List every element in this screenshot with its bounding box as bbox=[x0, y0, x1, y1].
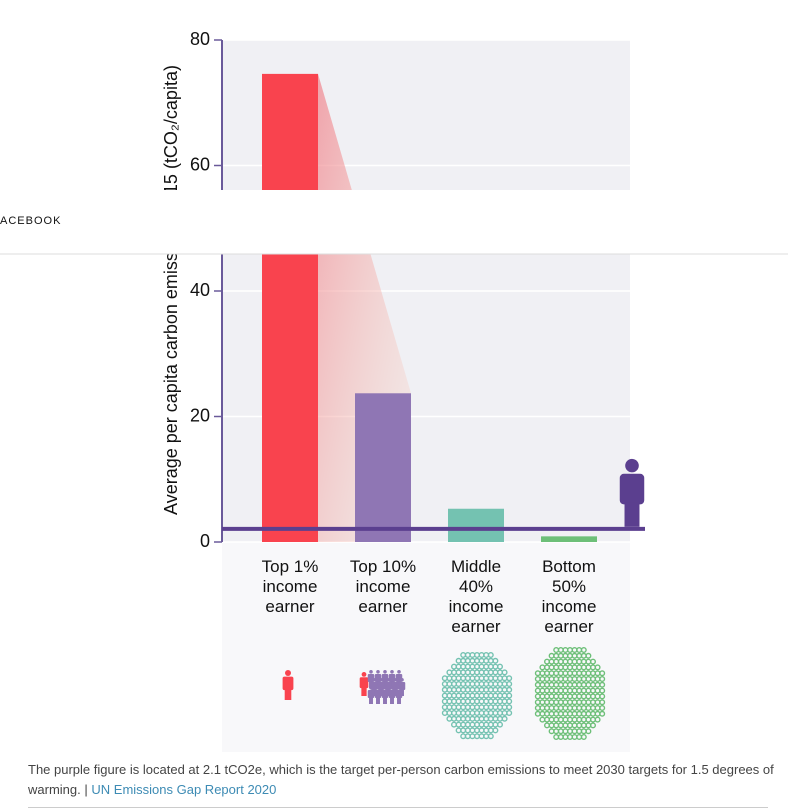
y-tick-label: 20 bbox=[190, 405, 210, 425]
icon bbox=[379, 678, 383, 682]
icon bbox=[372, 678, 376, 682]
icon bbox=[599, 699, 606, 706]
icon bbox=[590, 722, 597, 729]
icon bbox=[397, 670, 401, 674]
y-tick-label: 0 bbox=[200, 531, 210, 551]
icon bbox=[585, 728, 592, 735]
bar bbox=[541, 536, 597, 542]
icon bbox=[374, 689, 382, 699]
icon bbox=[599, 705, 606, 712]
icon bbox=[359, 677, 369, 689]
icon bbox=[506, 675, 513, 682]
icon bbox=[599, 710, 606, 717]
icon bbox=[397, 686, 401, 690]
icon bbox=[282, 676, 294, 691]
icon bbox=[619, 473, 645, 505]
icon bbox=[400, 678, 404, 682]
x-tick-label: Middle 40% income earner bbox=[449, 557, 504, 636]
icon bbox=[580, 647, 587, 654]
x-tick-label: Top 1% income earner bbox=[262, 557, 319, 616]
icon bbox=[376, 697, 380, 704]
icon bbox=[506, 704, 513, 711]
y-axis-label: Average per capita carbon emissions 2015… bbox=[161, 65, 181, 515]
icon bbox=[599, 670, 606, 677]
icon bbox=[506, 681, 513, 688]
icon bbox=[497, 721, 504, 728]
icon bbox=[599, 676, 606, 683]
icon bbox=[390, 697, 394, 704]
icon bbox=[376, 686, 380, 690]
share-bar bbox=[0, 190, 788, 254]
icon bbox=[487, 652, 494, 659]
icon bbox=[369, 686, 373, 690]
icon bbox=[393, 678, 397, 682]
icon bbox=[397, 697, 401, 704]
icon bbox=[625, 458, 639, 473]
y-tick-label: 40 bbox=[190, 280, 210, 300]
icon bbox=[580, 734, 587, 741]
icon bbox=[285, 670, 291, 676]
icon bbox=[497, 663, 504, 670]
icon bbox=[585, 652, 592, 659]
icon bbox=[599, 693, 606, 700]
icon bbox=[369, 670, 373, 674]
icon bbox=[386, 678, 390, 682]
caption-text: The purple figure is located at 2.1 tCO2… bbox=[28, 762, 774, 797]
icon bbox=[501, 715, 508, 722]
icon bbox=[506, 698, 513, 705]
icon bbox=[381, 689, 389, 699]
icon bbox=[506, 686, 513, 693]
bar bbox=[355, 393, 411, 542]
icon bbox=[599, 681, 606, 688]
icon bbox=[383, 670, 387, 674]
icon bbox=[383, 697, 387, 704]
icon bbox=[383, 686, 387, 690]
icon bbox=[361, 672, 367, 677]
icon bbox=[594, 664, 601, 671]
icon bbox=[395, 689, 403, 699]
icon bbox=[487, 733, 494, 740]
y-tick-label: 60 bbox=[190, 154, 210, 174]
icon bbox=[506, 692, 513, 699]
source-link[interactable]: UN Emissions Gap Report 2020 bbox=[91, 782, 277, 797]
y-tick-label: 80 bbox=[190, 29, 210, 49]
bar bbox=[448, 508, 504, 542]
icon bbox=[369, 697, 373, 704]
icon bbox=[624, 502, 640, 527]
bar bbox=[262, 73, 318, 542]
x-tick-label: Bottom 50% income earner bbox=[542, 557, 597, 636]
icon bbox=[390, 670, 394, 674]
share-label[interactable]: ACEBOOK bbox=[0, 215, 61, 227]
divider bbox=[28, 807, 768, 808]
icon bbox=[388, 689, 396, 699]
icon bbox=[367, 689, 375, 699]
caption: The purple figure is located at 2.1 tCO2… bbox=[28, 760, 778, 800]
icon bbox=[599, 687, 606, 694]
icon bbox=[376, 670, 380, 674]
icon bbox=[361, 687, 367, 696]
icon bbox=[492, 657, 499, 664]
x-tick-label: Top 10% income earner bbox=[350, 557, 416, 616]
icon bbox=[506, 710, 513, 717]
separator: | bbox=[84, 782, 88, 797]
icon bbox=[590, 658, 597, 665]
icon bbox=[390, 686, 394, 690]
icon bbox=[492, 727, 499, 734]
icon bbox=[501, 669, 508, 676]
icon bbox=[284, 689, 292, 700]
icon bbox=[594, 716, 601, 723]
